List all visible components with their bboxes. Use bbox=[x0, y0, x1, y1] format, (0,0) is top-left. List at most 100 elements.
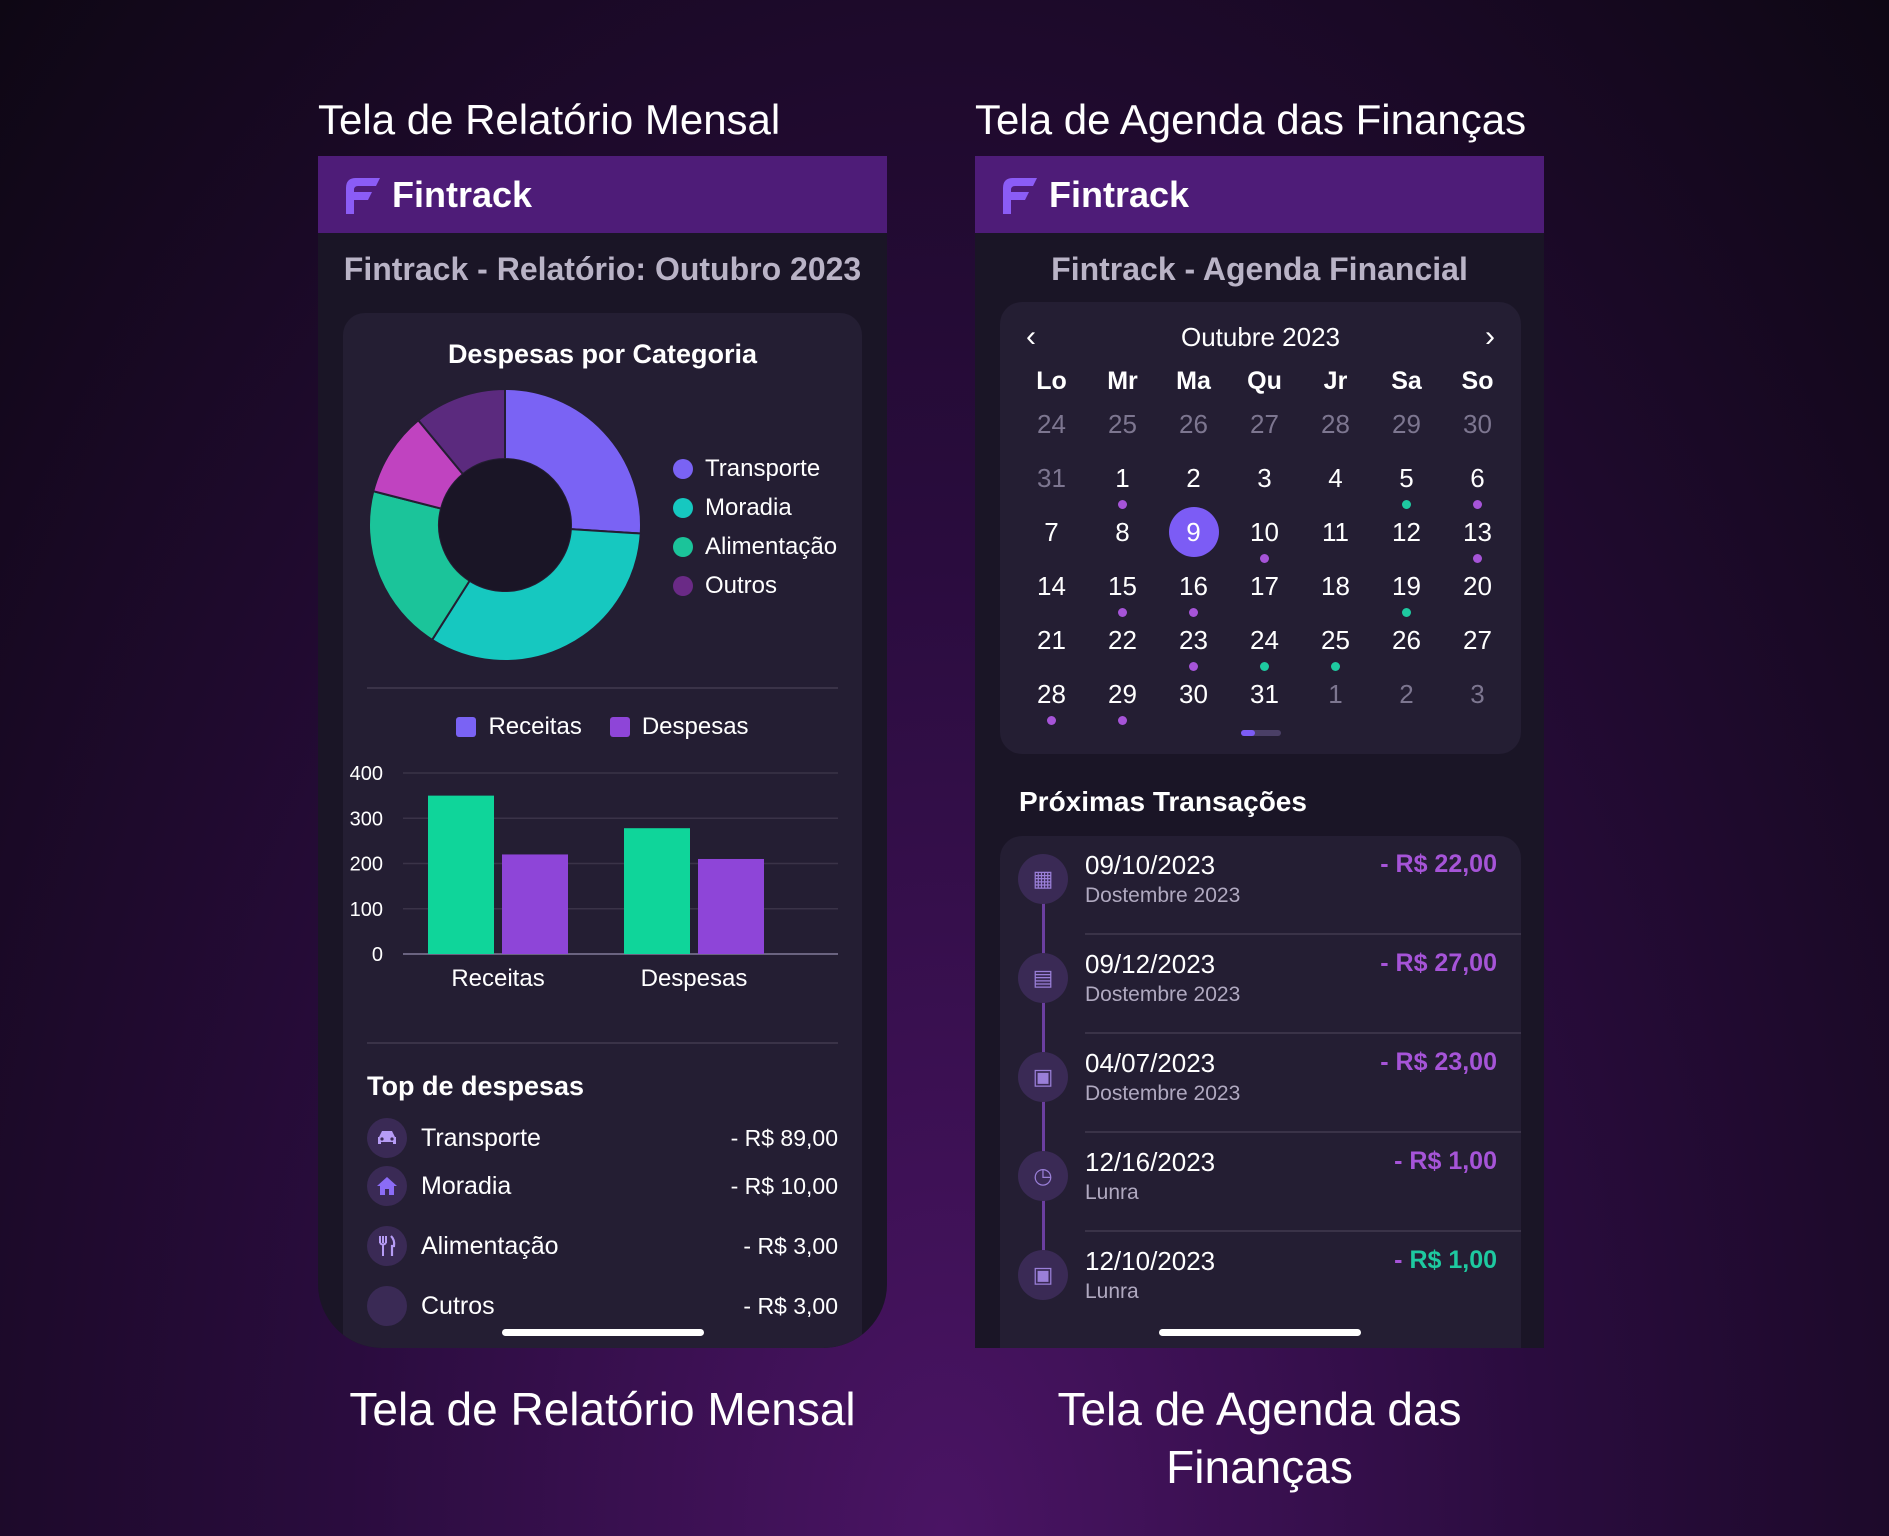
calendar-day[interactable]: 24 bbox=[1016, 402, 1087, 456]
calendar-day[interactable]: 17 bbox=[1229, 564, 1300, 618]
transaction-subtitle: Dostembre 2023 bbox=[1085, 884, 1241, 907]
calendar-day-number: 27 bbox=[1463, 625, 1492, 655]
calendar-day-number: 8 bbox=[1115, 517, 1130, 547]
chevron-right-icon[interactable]: › bbox=[1485, 320, 1495, 353]
calendar-day-number: 12 bbox=[1392, 517, 1421, 547]
expense-event-dot bbox=[1189, 608, 1198, 617]
calendar-day[interactable]: 11 bbox=[1300, 510, 1371, 564]
card-icon: ▦ bbox=[1018, 854, 1068, 904]
calendar-day[interactable]: 31 bbox=[1016, 456, 1087, 510]
calendar-day[interactable]: 8 bbox=[1087, 510, 1158, 564]
calendar-day[interactable]: 10 bbox=[1229, 510, 1300, 564]
bar-legend: Receitas Despesas bbox=[343, 713, 862, 741]
calendar-day-number: 28 bbox=[1321, 409, 1350, 439]
legend-label: Receitas bbox=[488, 713, 582, 740]
transaction-row[interactable]: ▦ 09/10/2023 Dostembre 2023 - R$ 22,00 bbox=[1000, 836, 1521, 935]
calendar-day[interactable]: 23 bbox=[1158, 618, 1229, 672]
calendar-day[interactable]: 9 bbox=[1158, 507, 1229, 564]
wallet-icon: ▤ bbox=[1018, 953, 1068, 1003]
calendar-day-number: 25 bbox=[1321, 625, 1350, 655]
calendar-day[interactable]: 13 bbox=[1442, 510, 1513, 564]
calendar-day[interactable]: 19 bbox=[1371, 564, 1442, 618]
transaction-subtitle: Dostembre 2023 bbox=[1085, 1082, 1241, 1105]
right-screen-caption: Tela de Agenda das Finanças bbox=[975, 96, 1527, 143]
bar-receitas-despesas bbox=[502, 854, 568, 954]
calendar-day[interactable]: 27 bbox=[1229, 402, 1300, 456]
legend-item-alimentacao: Alimentação bbox=[673, 527, 837, 566]
top-expense-row[interactable]: Cutros - R$ 3,00 bbox=[367, 1283, 838, 1329]
calendar-day[interactable]: 29 bbox=[1087, 672, 1158, 726]
calendar-day[interactable]: 25 bbox=[1300, 618, 1371, 672]
weekday-label: Qu bbox=[1247, 367, 1282, 395]
legend-label: Moradia bbox=[705, 493, 792, 521]
calendar-day[interactable]: 24 bbox=[1229, 618, 1300, 672]
top-expense-amount: - R$ 10,00 bbox=[730, 1172, 838, 1199]
right-bottom-caption-line2: Finanças bbox=[1166, 1441, 1353, 1493]
calendar-day[interactable]: 2 bbox=[1158, 456, 1229, 510]
calendar-day[interactable]: 27 bbox=[1442, 618, 1513, 672]
calendar-day[interactable]: 3 bbox=[1442, 672, 1513, 726]
calendar-day[interactable]: 7 bbox=[1016, 510, 1087, 564]
calendar-day[interactable]: 21 bbox=[1016, 618, 1087, 672]
transaction-amount: - R$ 1,00 bbox=[1394, 1147, 1497, 1175]
chevron-left-icon[interactable]: ‹ bbox=[1026, 320, 1036, 353]
calendar-day-number: 1 bbox=[1328, 679, 1343, 709]
calendar-day[interactable]: 20 bbox=[1442, 564, 1513, 618]
calendar-day[interactable]: 6 bbox=[1442, 456, 1513, 510]
calendar-day[interactable]: 5 bbox=[1371, 456, 1442, 510]
calendar-day[interactable]: 15 bbox=[1087, 564, 1158, 618]
calendar-day-number: 20 bbox=[1463, 571, 1492, 601]
calendar-day[interactable]: 29 bbox=[1371, 402, 1442, 456]
home-indicator[interactable] bbox=[502, 1329, 704, 1336]
calendar-day-number: 29 bbox=[1392, 409, 1421, 439]
transaction-row[interactable]: ▣ 04/07/2023 Dostembre 2023 - R$ 23,00 bbox=[1000, 1034, 1521, 1133]
calendar-day[interactable]: 16 bbox=[1158, 564, 1229, 618]
y-tick-label: 0 bbox=[372, 944, 383, 966]
report-title: Fintrack - Relatório: Outubro 2023 bbox=[343, 251, 862, 287]
calendar-day[interactable]: 1 bbox=[1087, 456, 1158, 510]
transaction-row[interactable]: ◷ 12/16/2023 Lunra - R$ 1,00 bbox=[1000, 1133, 1521, 1232]
legend-dot bbox=[673, 458, 693, 479]
legend-dot bbox=[673, 575, 693, 596]
home-indicator[interactable] bbox=[1159, 1329, 1361, 1336]
calendar-day[interactable]: 28 bbox=[1300, 402, 1371, 456]
calendar-day[interactable]: 2 bbox=[1371, 672, 1442, 726]
calendar-day[interactable]: 1 bbox=[1300, 672, 1371, 726]
calendar-day[interactable]: 4 bbox=[1300, 456, 1371, 510]
calendar-day[interactable]: 12 bbox=[1371, 510, 1442, 564]
selected-day-highlight bbox=[1169, 507, 1219, 557]
transaction-row[interactable]: ▤ 09/12/2023 Dostembre 2023 - R$ 27,00 bbox=[1000, 935, 1521, 1034]
calendar-day-number: 7 bbox=[1044, 517, 1059, 547]
expense-event-dot bbox=[1118, 500, 1127, 509]
calendar-day-number: 6 bbox=[1470, 463, 1485, 493]
calendar-day[interactable]: 31 bbox=[1229, 672, 1300, 726]
calendar-day[interactable]: 18 bbox=[1300, 564, 1371, 618]
calendar-day[interactable]: 22 bbox=[1087, 618, 1158, 672]
calendar-day-number: 11 bbox=[1322, 517, 1349, 547]
transaction-row[interactable]: ▣ 12/10/2023 Lunra - R$ 1,00 bbox=[1000, 1232, 1521, 1331]
calendar-day[interactable]: 30 bbox=[1442, 402, 1513, 456]
top-expense-row[interactable]: Alimentação - R$ 3,00 bbox=[367, 1223, 838, 1269]
top-expense-row[interactable]: Moradia - R$ 10,00 bbox=[367, 1163, 838, 1209]
calendar-day-number: 27 bbox=[1250, 409, 1279, 439]
calendar-day-number: 26 bbox=[1392, 625, 1421, 655]
donut-legend: Transporte Moradia Alimentação Outros bbox=[673, 449, 837, 605]
bar-legend-item-despesas: Despesas bbox=[609, 713, 749, 741]
top-expense-row[interactable]: Transporte - R$ 89,00 bbox=[367, 1115, 838, 1161]
transaction-subtitle: Dostembre 2023 bbox=[1085, 983, 1241, 1006]
bar-receitas-receitas bbox=[428, 795, 494, 954]
calendar-day[interactable]: 25 bbox=[1087, 402, 1158, 456]
calendar-day[interactable]: 26 bbox=[1371, 618, 1442, 672]
expense-event-dot bbox=[1047, 716, 1056, 725]
x-category-label: Receitas bbox=[451, 965, 544, 992]
amount-value: R$ 1,00 bbox=[1409, 1246, 1497, 1274]
calendar-day[interactable]: 26 bbox=[1158, 402, 1229, 456]
x-category-label: Despesas bbox=[641, 965, 748, 992]
top-expense-amount: - R$ 3,00 bbox=[743, 1232, 838, 1259]
calendar-day[interactable]: 14 bbox=[1016, 564, 1087, 618]
calendar-day[interactable]: 28 bbox=[1016, 672, 1087, 726]
transaction-amount: - R$ 27,00 bbox=[1380, 949, 1497, 977]
calendar-day[interactable]: 30 bbox=[1158, 672, 1229, 726]
calendar-day[interactable]: 3 bbox=[1229, 456, 1300, 510]
transaction-amount: - R$ 23,00 bbox=[1380, 1048, 1497, 1076]
